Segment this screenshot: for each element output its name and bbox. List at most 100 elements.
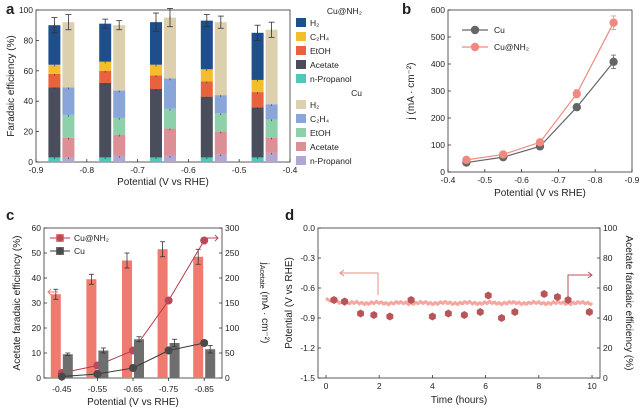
y2-axis-label: Acetate faradaic efficiency (%)	[623, 236, 634, 371]
legend-label: Cu@NH₂	[494, 42, 529, 52]
panel-a-faradaic-efficiency-chart: -0.9 -0.8 -0.7 -0.6 -0.5 -0.4 0 20 40 60 80 100 Pote…	[6, 5, 362, 188]
fe-data-point	[444, 309, 452, 318]
bar-segment-cu-h2	[265, 29, 278, 105]
y-tick-label: -0.3	[300, 253, 315, 263]
x-tick-label: 2	[377, 381, 382, 391]
bar-segment-cu-etoh	[214, 113, 227, 132]
y-tick-label: 20	[32, 323, 42, 333]
legend-swatch-cunh2-npropanol	[296, 74, 306, 83]
y2-tick-label: 80	[603, 253, 613, 263]
bar-segment-cunh2-etoh	[150, 75, 162, 90]
bar-segment-cu-h2	[113, 25, 126, 91]
bar-segment-cu-c2h4	[113, 90, 126, 118]
x-tick-label: -0.6	[181, 165, 196, 175]
y2-tick-label: 100	[225, 323, 239, 333]
bar-segment-cunh2-h2	[251, 32, 264, 80]
legend-marker	[470, 25, 480, 35]
y-tick-label: 600	[431, 5, 445, 15]
legend-label: H₂	[310, 18, 319, 28]
current-point-cu-nh2	[164, 296, 173, 305]
x-tick-label: -0.45	[52, 384, 72, 394]
bar-cu-nh2	[193, 256, 204, 378]
y-tick-label: -0.9	[300, 313, 315, 323]
legend-swatch-cu-acetate	[296, 142, 306, 151]
bar-cu	[134, 339, 144, 378]
y2-tick-label: 0	[225, 373, 230, 383]
y2-tick-label: 300	[225, 223, 239, 233]
y-tick-label: 50	[32, 248, 42, 258]
x-tick-label: -0.9	[625, 175, 640, 185]
bar-segment-cu-etoh	[62, 114, 75, 138]
bar-segment-cunh2-h2	[150, 22, 162, 65]
y-tick-label: 10	[32, 348, 42, 358]
data-point-cu	[609, 57, 618, 67]
x-tick-label: -0.7	[551, 175, 566, 185]
bar-segment-cu-npropanol	[62, 157, 75, 162]
bar-cu	[169, 343, 180, 378]
bar-segment-cu-c2h4	[62, 87, 75, 115]
y-tick-label: 40	[24, 96, 34, 106]
bar-segment-cunh2-etoh	[251, 92, 264, 108]
x-tick-label: -0.8	[588, 175, 603, 185]
fe-data-point	[341, 297, 349, 306]
y-axis-label: Acetate faradaic efficiency (%)	[12, 236, 23, 371]
bar-segment-cu-acetate	[214, 131, 227, 155]
y-tick-label: 40	[32, 273, 42, 283]
y2-tick-label: 200	[225, 273, 239, 283]
bar-segment-cu-h2	[62, 22, 75, 88]
panel-letter-d: d	[285, 207, 294, 224]
legend-swatch-cu-etoh	[296, 128, 306, 137]
x-tick-label: -0.4	[283, 165, 298, 175]
y-tick-label: 20	[24, 127, 34, 137]
legend-label: H₂	[310, 100, 319, 110]
bar-segment-cunh2-h2	[99, 23, 112, 62]
data-point-cu-nh2	[499, 150, 508, 159]
y-tick-label: 0	[36, 373, 41, 383]
bar-segment-cunh2-npropanol	[251, 157, 264, 162]
y2-tick-label: 50	[225, 348, 235, 358]
bar-cu-nh2	[122, 260, 132, 378]
panel-b-current-density-chart: -0.4 -0.5 -0.6 -0.7 -0.8 -0.9 0 100 200 300 400 500…	[406, 5, 640, 199]
fe-data-point	[498, 314, 505, 322]
fe-data-point	[460, 311, 468, 319]
fe-data-point	[484, 291, 492, 300]
fe-data-point	[386, 312, 394, 321]
bar-segment-cu-h2	[164, 17, 176, 79]
current-point-cu	[129, 364, 137, 372]
x-tick-label: 6	[483, 381, 488, 391]
bar-segment-cunh2-c2h4	[251, 79, 264, 93]
fe-data-point	[564, 296, 572, 304]
data-point-cu-nh2	[609, 18, 618, 27]
x-tick-label: -0.9	[29, 165, 44, 175]
bar-segment-cunh2-h2	[48, 25, 61, 65]
bar-segment-cu-acetate	[113, 134, 126, 156]
x-tick-label: -0.5	[477, 175, 492, 185]
panel-c-acetate-fe-chart: -0.45 -0.55 -0.65 -0.75 -0.85 0 10 20 30 40 50 60 0 5…	[12, 223, 270, 408]
y2-tick-label: 100	[603, 223, 617, 233]
y-tick-label: 0.0	[303, 223, 315, 233]
y2-tick-label: 60	[603, 283, 613, 293]
legend-swatch-cunh2-etoh	[296, 46, 306, 55]
bar-segment-cunh2-c2h4	[48, 64, 61, 74]
current-point-cu	[57, 372, 66, 381]
bar-cu	[205, 349, 216, 378]
x-tick-label: 4	[430, 381, 435, 391]
legend-label: C₂H₄	[310, 114, 330, 124]
y-tick-label: 80	[24, 35, 34, 45]
legend-label: EtOH	[310, 46, 331, 56]
bar-segment-cunh2-npropanol	[99, 157, 112, 162]
fe-data-point	[330, 296, 338, 304]
x-axis-label: Potential (V vs RHE)	[117, 177, 209, 188]
bar-segment-cu-h2	[214, 22, 227, 96]
x-axis-label: Potential (V vs RHE)	[494, 188, 586, 199]
legend-label: EtOH	[310, 128, 331, 138]
y2-axis-label-main: j	[259, 262, 270, 265]
bar-segment-cunh2-npropanol	[48, 157, 61, 162]
legend-swatch-cu-c2h4	[296, 114, 306, 123]
bar-segment-cu-npropanol	[164, 155, 176, 162]
y2-tick-label: 40	[603, 313, 613, 323]
data-point-cu	[572, 103, 581, 112]
y-tick-label: 60	[24, 66, 34, 76]
y2-tick-label: 20	[603, 343, 613, 353]
bar-segment-cunh2-acetate	[200, 96, 213, 158]
